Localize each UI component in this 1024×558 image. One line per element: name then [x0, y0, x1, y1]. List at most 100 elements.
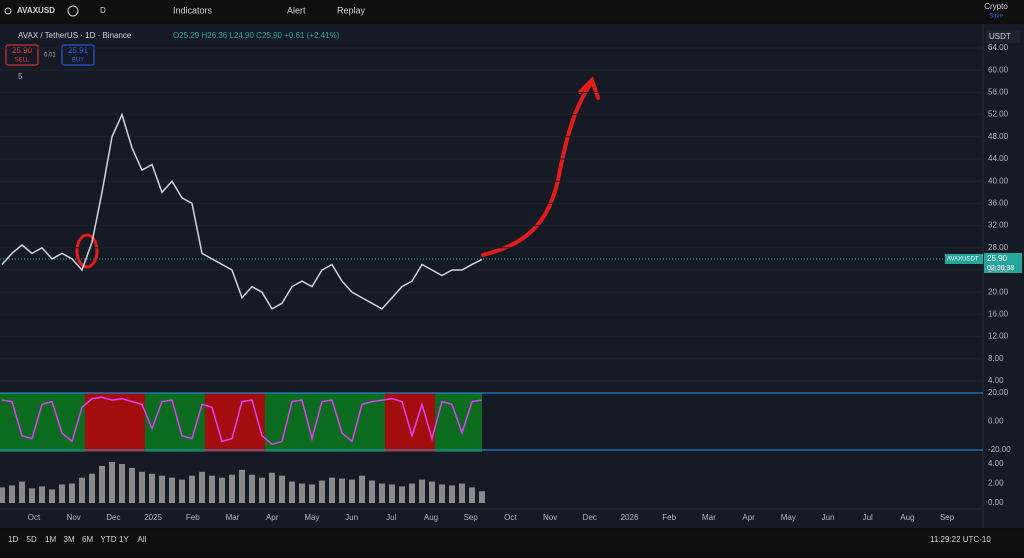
volume-bar	[389, 484, 395, 503]
alert[interactable]: Alert	[287, 5, 306, 15]
y-tick-label: 24.00	[988, 265, 1009, 274]
volume-bar	[309, 484, 315, 503]
pair: AVAX / TetherUS · 1D · Binance	[18, 31, 132, 40]
y-tick-label: 64.00	[988, 43, 1009, 52]
y-tick-label: 16.00	[988, 310, 1009, 319]
clock: 11:29:22 UTC-10	[930, 535, 991, 544]
volume-bar	[249, 474, 255, 503]
volume-bar	[409, 483, 415, 503]
y-tick-label: 0.00	[988, 498, 1004, 507]
account[interactable]: Crypto	[984, 2, 1008, 11]
volume-bar	[59, 484, 65, 503]
add-symbol[interactable]	[67, 5, 79, 17]
x-tick-label: Apr	[742, 513, 755, 522]
x-tick-label: May	[304, 513, 319, 522]
drawn-circle	[75, 233, 99, 269]
volume-bar	[319, 480, 325, 503]
volume-bar	[79, 477, 85, 503]
x-tick-label: Oct	[28, 513, 41, 522]
save[interactable]: Save	[989, 14, 1003, 20]
x-tick-label: May	[781, 513, 796, 522]
y-tick-label: 4.00	[988, 376, 1004, 385]
symbol[interactable]: AVAXUSD	[17, 6, 55, 15]
buy-label[interactable]: BUY	[72, 58, 84, 64]
volume-bar	[229, 474, 235, 503]
drawn-arrow	[481, 83, 592, 257]
volume-bar	[159, 475, 165, 503]
y-tick-label: 8.00	[988, 354, 1004, 363]
volume-bar	[109, 462, 115, 503]
volume-bar	[149, 473, 155, 503]
replay[interactable]: Replay	[337, 5, 366, 15]
range-button[interactable]: 6M	[82, 535, 93, 544]
band-red	[205, 393, 265, 452]
range-button[interactable]: 1D	[8, 535, 18, 544]
last-price: 25.90	[987, 254, 1008, 263]
indicators[interactable]: Indicators	[173, 5, 213, 15]
volume-bar	[259, 477, 265, 503]
volume-bar	[219, 477, 225, 503]
band-red	[85, 393, 145, 452]
indicator-count[interactable]: 5	[18, 72, 23, 81]
bottom-bar	[0, 530, 1024, 553]
y-tick-label: 4.00	[988, 459, 1004, 468]
volume-bar	[329, 477, 335, 503]
volume-bar	[379, 483, 385, 503]
buy-button[interactable]	[61, 44, 95, 66]
y-tick-label: 56.00	[988, 88, 1009, 97]
volume-bar	[399, 486, 405, 503]
volume-bar	[429, 481, 435, 503]
volume-bar	[9, 485, 15, 503]
volume-bar	[279, 475, 285, 503]
y-tick-label: 20.00	[988, 287, 1009, 296]
interval[interactable]: D	[100, 6, 106, 15]
range-button[interactable]: All	[138, 535, 147, 544]
y-tick-label: 32.00	[988, 221, 1009, 230]
search-icon[interactable]	[4, 7, 12, 15]
x-tick-label: 2025	[144, 513, 162, 522]
range-button[interactable]: 1M	[45, 535, 56, 544]
x-tick-label: Nov	[67, 513, 81, 522]
x-tick-label: Dec	[106, 513, 120, 522]
sell-price[interactable]: 25.90	[12, 46, 33, 55]
y-tick-label: 2.00	[988, 479, 1004, 488]
volume-bar	[239, 469, 245, 503]
range-button[interactable]: 5D	[27, 535, 37, 544]
volume-bar	[19, 481, 25, 503]
volume-bar	[209, 475, 215, 503]
volume-bar	[29, 488, 35, 503]
volume-bar	[299, 483, 305, 503]
volume-bar	[39, 486, 45, 503]
range-button[interactable]: 3M	[64, 535, 75, 544]
volume-bar	[169, 477, 175, 503]
series-line	[1, 396, 483, 446]
y-tick-label: 40.00	[988, 176, 1009, 185]
x-tick-label: 2026	[621, 513, 639, 522]
buy-price[interactable]: 25.91	[68, 46, 89, 55]
ohlc: O25.29 H26.36 L24.90 C25.90 +0.61 (+2.41…	[173, 31, 340, 40]
x-tick-label: Jul	[386, 513, 396, 522]
volume-bar	[179, 479, 185, 503]
volume-bar	[479, 491, 485, 503]
sell-label[interactable]: SELL	[15, 58, 30, 64]
x-tick-label: Dec	[583, 513, 597, 522]
volume-bar	[139, 471, 145, 503]
currency-box[interactable]	[986, 30, 1020, 43]
volume-bar	[419, 479, 425, 503]
volume-bar	[459, 483, 465, 503]
spread: 0.01	[44, 53, 56, 59]
range-button[interactable]: YTD	[101, 535, 117, 544]
volume-bar	[269, 472, 275, 503]
y-tick-label: 20.00	[988, 388, 1009, 397]
range-button[interactable]: 1Y	[119, 535, 129, 544]
volume-bar	[119, 464, 125, 503]
volume-bar	[99, 465, 105, 503]
currency[interactable]: USDT	[989, 32, 1011, 41]
last-price-tag	[984, 253, 1022, 273]
x-tick-label: Aug	[424, 513, 438, 522]
x-tick-label: Aug	[900, 513, 914, 522]
sell-button[interactable]	[5, 44, 39, 66]
osc-bands	[0, 393, 482, 452]
x-tick-label: Mar	[226, 513, 240, 522]
